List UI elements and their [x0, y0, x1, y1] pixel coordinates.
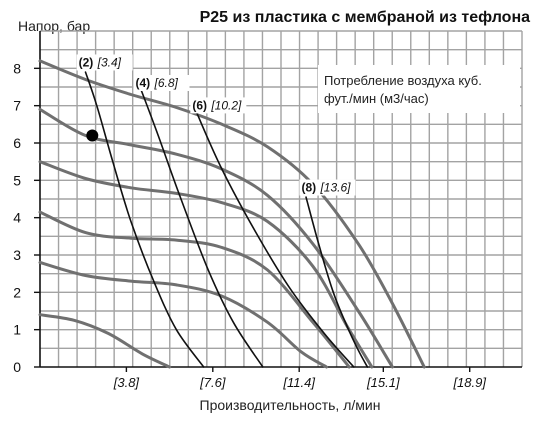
air-label-cfm: (8)	[301, 181, 316, 195]
air-label-m3h: [10.2]	[210, 98, 242, 112]
y-tick-label: 2	[13, 284, 21, 300]
y-tick-label: 1	[13, 322, 21, 338]
pressure-curve	[38, 59, 426, 369]
pressure-curve	[38, 210, 351, 369]
note-background	[318, 65, 520, 113]
air-label-cfm: (2)	[79, 55, 94, 69]
air-consumption-curve	[84, 71, 205, 368]
air-consumption-curve	[196, 112, 355, 368]
air-consumption-curve	[139, 86, 264, 368]
air-label-cfm: (6)	[192, 98, 207, 112]
y-tick-label: 6	[13, 135, 21, 151]
pressure-curve	[38, 107, 394, 369]
air-label-background	[76, 54, 133, 71]
air-label-cfm: (4)	[135, 76, 150, 90]
air-consumption-curve	[305, 196, 369, 368]
y-tick-label: 5	[13, 172, 21, 188]
y-tick-label: 8	[13, 60, 21, 76]
x-tick-label: [3.8]	[113, 375, 140, 390]
pressure-curve	[38, 313, 172, 369]
operating-point-marker	[86, 129, 99, 142]
axes	[39, 31, 522, 368]
pressure-curves	[38, 59, 426, 369]
air-label-m3h: [3.4]	[97, 55, 122, 69]
y-axis-label: Напор, бар	[18, 18, 90, 34]
air-consumption-labels: (2) [3.4] (4) [6.8] (6) [10.2] (8) [13.6]	[76, 54, 356, 196]
x-tick-label: [11.4]	[282, 375, 315, 390]
y-tick-labels: 0 1 2 3 4 5 6 7 8	[13, 60, 40, 375]
x-tick-label: [7.6]	[199, 375, 226, 390]
pressure-curve	[38, 160, 374, 369]
chart-title: P25 из пластика с мембраной из тефлона	[200, 9, 531, 26]
air-label-background	[190, 97, 247, 114]
operating-point	[86, 129, 99, 142]
air-label-m3h: [6.8]	[153, 76, 178, 90]
x-tick-labels: [3.8] [7.6] [11.4] [15.1] [18.9]	[113, 367, 486, 390]
y-tick-label: 3	[13, 247, 21, 263]
y-tick-label: 0	[13, 359, 21, 375]
note-line-1: Потребление воздуха куб.	[324, 73, 482, 88]
y-tick-label: 4	[13, 210, 21, 226]
note-line-2: фут./мин (м3/час)	[324, 91, 429, 106]
x-axis-label: Производительность, л/мин	[200, 397, 381, 413]
air-label-background	[133, 75, 190, 91]
x-tick-label: [15.1]	[366, 375, 400, 390]
pressure-curve	[38, 261, 328, 369]
air-consumption-curves	[84, 71, 369, 368]
y-tick-label: 7	[13, 98, 21, 114]
air-label-background	[299, 179, 356, 196]
air-label-m3h: [13.6]	[319, 181, 351, 195]
x-tick-label: [18.9]	[452, 375, 486, 390]
